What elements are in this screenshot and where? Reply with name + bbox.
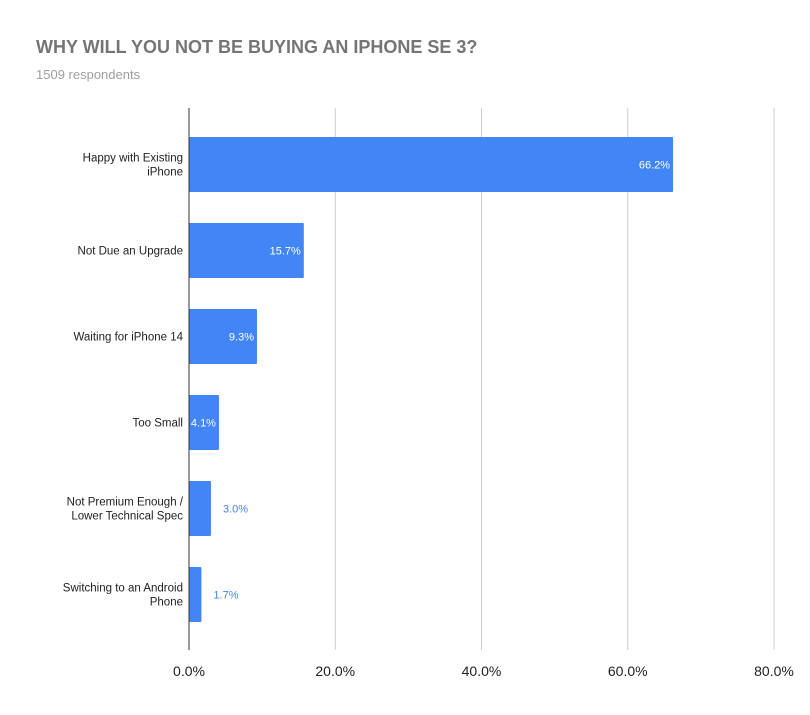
chart-subtitle: 1509 respondents xyxy=(36,67,141,82)
data-label: 66.2% xyxy=(639,160,670,172)
category-label: Not Due an Upgrade xyxy=(78,246,183,258)
data-label: 9.3% xyxy=(229,332,254,344)
category-label: Waiting for iPhone 14 xyxy=(73,332,183,344)
data-label: 1.7% xyxy=(213,590,238,602)
bars: 66.2% 15.7% 9.3% 4.1% 3.0% 1.7% xyxy=(189,137,674,622)
x-tick-label: 20.0% xyxy=(315,663,355,679)
x-tick-label: 40.0% xyxy=(462,663,502,679)
bar xyxy=(189,223,304,278)
bar xyxy=(189,567,202,622)
category-label: Not Premium Enough / Lower Technical Spec xyxy=(67,497,184,523)
x-tick-label: 0.0% xyxy=(173,663,205,679)
bar xyxy=(189,137,674,192)
category-label-line: iPhone xyxy=(147,167,183,179)
bar xyxy=(189,481,211,536)
category-label-line: Not Premium Enough / xyxy=(67,497,184,509)
category-label: Happy with Existing iPhone xyxy=(83,153,183,179)
category-labels: Happy with Existing iPhone Not Due an Upgr… xyxy=(63,153,184,609)
gridlines xyxy=(334,108,775,650)
category-label: Too Small xyxy=(133,418,184,430)
category-label-line: Happy with Existing xyxy=(83,153,183,165)
chart-title: WHY WILL YOU NOT BE BUYING AN IPHONE SE … xyxy=(36,37,478,57)
bar xyxy=(189,395,219,450)
category-label-line: Switching to an Android xyxy=(63,583,183,595)
category-label-line: Not Due an Upgrade xyxy=(78,246,183,258)
category-label: Switching to an Android Phone xyxy=(63,583,183,609)
category-label-line: Waiting for iPhone 14 xyxy=(73,332,183,344)
category-label-line: Phone xyxy=(150,597,183,609)
x-tick-label: 80.0% xyxy=(754,663,794,679)
data-label: 4.1% xyxy=(191,418,216,430)
bar xyxy=(189,309,258,364)
category-label-line: Too Small xyxy=(133,418,184,430)
x-tick-label: 60.0% xyxy=(608,663,648,679)
category-label-line: Lower Technical Spec xyxy=(71,511,183,523)
data-label: 3.0% xyxy=(223,504,248,516)
x-axis-ticks: 0.0% 20.0% 40.0% 60.0% 80.0% xyxy=(173,663,794,679)
data-label: 15.7% xyxy=(270,246,301,258)
